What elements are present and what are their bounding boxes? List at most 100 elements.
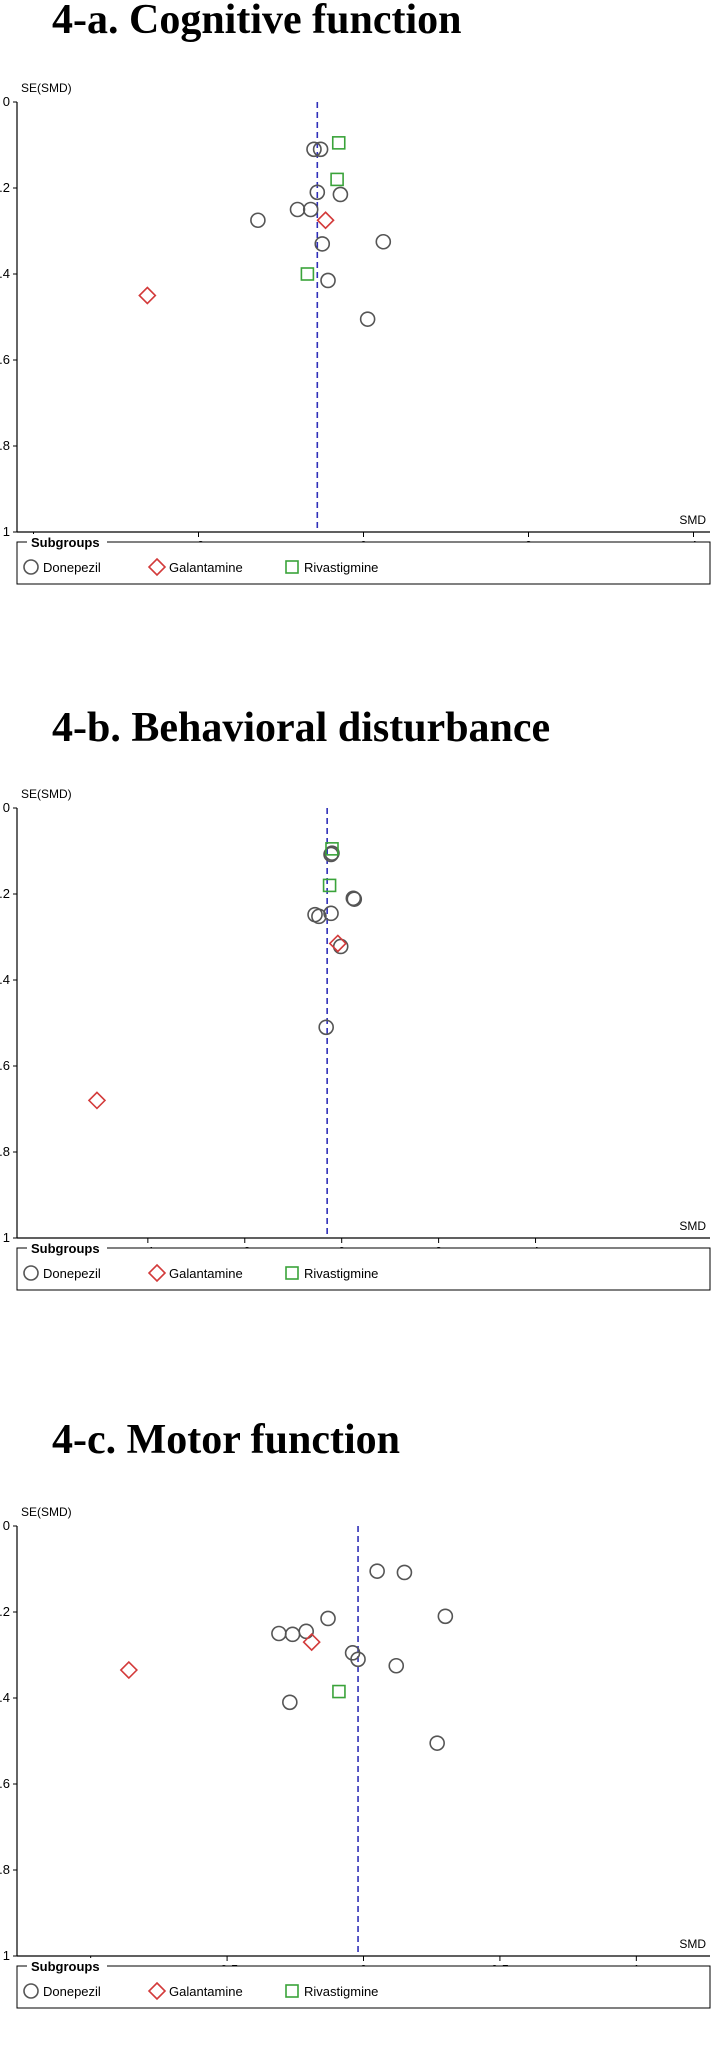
data-point-rivastigmine (331, 136, 346, 150)
legend-label-rivastigmine: Rivastigmine (304, 1984, 378, 1999)
data-point-rivastigmine (330, 172, 344, 187)
legend-title: Subgroups (31, 1959, 100, 1974)
legend-marker-donepezil (23, 1265, 39, 1281)
y-tick-label: 0.8 (0, 1144, 10, 1159)
data-point-donepezil (271, 1625, 287, 1642)
y-tick-label: 0.4 (0, 972, 10, 987)
data-point-donepezil (302, 201, 319, 218)
data-point-galantamine (119, 1660, 138, 1680)
y-axis-label: SE(SMD) (21, 81, 72, 95)
legend-title: Subgroups (31, 535, 100, 550)
legend-marker-galantamine (147, 1981, 167, 2001)
data-point-donepezil (314, 236, 331, 252)
data-point-donepezil (359, 311, 376, 327)
y-tick-label: 1 (3, 1948, 10, 1963)
data-point-donepezil (250, 212, 266, 229)
x-axis-label: SMD (679, 1937, 706, 1951)
legend-title-bg (27, 1240, 107, 1256)
legend-label-rivastigmine: Rivastigmine (304, 1266, 378, 1281)
data-point-galantamine (87, 1091, 107, 1110)
data-point-donepezil (324, 845, 340, 861)
y-tick-label: 0 (3, 1518, 10, 1533)
data-point-galantamine (138, 286, 157, 305)
y-tick-label: 0.6 (0, 1776, 10, 1791)
legend-marker-donepezil (23, 1983, 39, 1999)
legend-label-galantamine: Galantamine (169, 560, 243, 575)
data-point-donepezil (332, 938, 349, 955)
data-point-donepezil (332, 186, 349, 203)
legend-marker-rivastigmine (285, 1984, 299, 1998)
y-tick-label: 0.4 (0, 1690, 10, 1705)
data-point-donepezil (311, 908, 327, 925)
funnel-plot: SE(SMD)SMD00.20.40.60.81-1-0.500.51Subgr… (0, 1505, 711, 2009)
data-point-donepezil (320, 272, 336, 289)
y-tick-label: 0.6 (0, 352, 10, 367)
data-point-donepezil (346, 891, 363, 907)
data-point-rivastigmine (332, 1684, 346, 1699)
legend-label-donepezil: Donepezil (43, 560, 101, 575)
data-point-donepezil (284, 1626, 301, 1643)
y-tick-label: 0.2 (0, 886, 10, 901)
x-axis-label: SMD (679, 1219, 706, 1233)
panel-behavioral-disturbance: 4-b. Behavioral disturbance SE(SMD) SMD 0 0… (0, 690, 720, 1310)
panel-title: 4-b. Behavioral disturbance (52, 705, 551, 751)
y-axis-label: SE(SMD) (21, 787, 72, 801)
data-point-donepezil (298, 1623, 315, 1640)
data-point-rivastigmine (322, 878, 337, 893)
panel-title: 4-a. Cognitive function (52, 0, 462, 43)
y-tick-label: 0.6 (0, 1058, 10, 1073)
y-axis-label: SE(SMD) (21, 1505, 72, 1519)
legend-label-galantamine: Galantamine (169, 1984, 243, 1999)
panel-cognitive-function: 4-a. Cognitive function SE(SMD) SMD 0 0.2 0.… (0, 0, 720, 620)
funnel-plot: SE(SMD)SMD00.20.40.60.81-4-2024Subgroups… (0, 81, 711, 585)
data-point-donepezil (429, 1735, 445, 1751)
data-point-rivastigmine (325, 842, 339, 856)
data-point-galantamine (302, 1632, 321, 1652)
legend-box (16, 1965, 711, 2009)
data-point-galantamine (316, 211, 335, 230)
data-point-donepezil (437, 1608, 454, 1625)
legend-box (16, 541, 711, 585)
y-tick-label: 0.8 (0, 438, 10, 453)
y-tick-label: 0.8 (0, 1862, 10, 1877)
legend-label-donepezil: Donepezil (43, 1266, 101, 1281)
data-point-rivastigmine (300, 267, 315, 281)
legend-label-rivastigmine: Rivastigmine (304, 560, 378, 575)
data-point-donepezil (312, 141, 329, 158)
legend-title: Subgroups (31, 1241, 100, 1256)
data-point-donepezil (289, 201, 306, 218)
data-point-donepezil (350, 1651, 366, 1668)
legend-marker-galantamine (147, 557, 167, 577)
legend-label-donepezil: Donepezil (43, 1984, 101, 1999)
data-point-donepezil (369, 1563, 385, 1579)
x-axis-label: SMD (679, 513, 706, 527)
funnel-plot: SE(SMD)SMD00.20.40.60.81-4-2024Subgroups… (0, 787, 711, 1291)
legend-marker-donepezil (23, 559, 39, 575)
data-point-galantamine (328, 934, 347, 953)
data-point-donepezil (323, 905, 339, 922)
legend-label-galantamine: Galantamine (169, 1266, 243, 1281)
data-point-donepezil (318, 1019, 334, 1036)
y-tick-label: 0 (3, 800, 10, 815)
y-tick-label: 1 (3, 1230, 10, 1245)
legend-marker-galantamine (147, 1263, 167, 1283)
data-point-donepezil (282, 1694, 298, 1711)
y-tick-label: 0.2 (0, 1604, 10, 1619)
y-tick-label: 0 (3, 94, 10, 109)
data-point-donepezil (306, 141, 322, 158)
data-point-donepezil (309, 184, 326, 201)
legend-marker-rivastigmine (285, 560, 299, 574)
panel-title: 4-c. Motor function (52, 1417, 400, 1463)
y-tick-label: 0.2 (0, 180, 10, 195)
data-point-donepezil (320, 1610, 336, 1627)
data-point-donepezil (396, 1564, 413, 1581)
legend-title-bg (27, 1958, 107, 1974)
y-tick-label: 0.4 (0, 266, 10, 281)
y-tick-label: 1 (3, 524, 10, 539)
data-point-donepezil (375, 233, 392, 250)
legend-marker-rivastigmine (285, 1266, 299, 1280)
legend-box (16, 1247, 711, 1291)
legend-title-bg (27, 534, 107, 550)
panel-motor-function: 4-c. Motor function SE(SMD) SMD 0 0.2 0.4 0.6… (0, 1380, 720, 2032)
data-point-donepezil (388, 1657, 405, 1674)
